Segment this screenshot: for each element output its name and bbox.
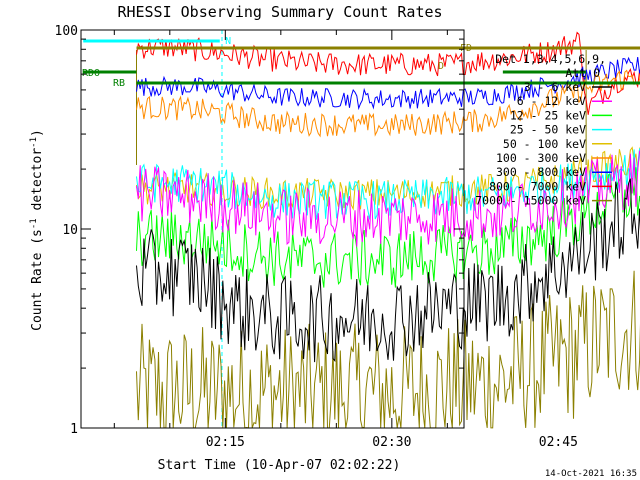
- y-axis-label-sup: -1: [29, 218, 39, 229]
- x-tick-label-1: 02:30: [372, 435, 411, 450]
- y-axis-label: Count Rate (s-1 detector-1): [29, 129, 45, 331]
- legend-label-3: 25 - 50 keV: [510, 123, 586, 137]
- legend-label-5: 100 - 300 keV: [496, 151, 586, 165]
- y-axis-label-end: ): [30, 129, 45, 137]
- x-axis-label: Start Time (10-Apr-07 02:02:22): [158, 458, 401, 473]
- series-line-5: [136, 69, 640, 138]
- series-line-1: [136, 150, 640, 247]
- flag-label-d: D: [438, 61, 444, 72]
- legend-label-2: 12 - 25 keV: [510, 108, 586, 122]
- chart-title: RHESSI Observing Summary Count Rates: [117, 3, 442, 21]
- series-line-8: [136, 270, 640, 429]
- y-axis-label-tail: detector: [30, 148, 45, 219]
- flag-label-rdo: RDO: [82, 68, 100, 79]
- series-line-7: [136, 31, 640, 115]
- legend-label-6: 300 - 800 keV: [496, 165, 586, 179]
- series-line-6: [136, 56, 640, 111]
- series-line-4: [136, 146, 640, 211]
- y-tick-label-1: 10: [62, 223, 78, 238]
- y-tick-label-0: 1: [70, 422, 78, 437]
- series-line-2: [136, 167, 640, 288]
- legend-label-8: 7000 - 15000 keV: [475, 194, 586, 208]
- x-tick-label-2: 02:45: [539, 435, 578, 450]
- legend-label-0: 3 - 6 keV: [524, 80, 586, 94]
- x-tick-label-0: 02:15: [206, 435, 245, 450]
- y-axis-label-sup2: -1: [29, 137, 39, 148]
- legend-label-4: 50 - 100 keV: [503, 137, 586, 151]
- flag-label-n: N: [225, 36, 231, 47]
- y-tick-label-2: 100: [55, 24, 78, 39]
- flag-label-fd: FD: [460, 43, 472, 54]
- flag-label-rbn: RB: [113, 78, 125, 89]
- legend-header-line-1: Det 1,3,4,5,6,9,: [495, 52, 606, 66]
- y-axis-label-main: Count Rate (s: [30, 229, 45, 331]
- legend-header-line-2: Att 0: [565, 66, 600, 80]
- legend-label-1: 6 - 12 keV: [517, 94, 586, 108]
- legend-label-7: 800 - 7000 keV: [489, 179, 586, 193]
- footer-timestamp: 14-Oct-2021 16:35: [545, 469, 637, 479]
- series-line-0: [136, 178, 640, 363]
